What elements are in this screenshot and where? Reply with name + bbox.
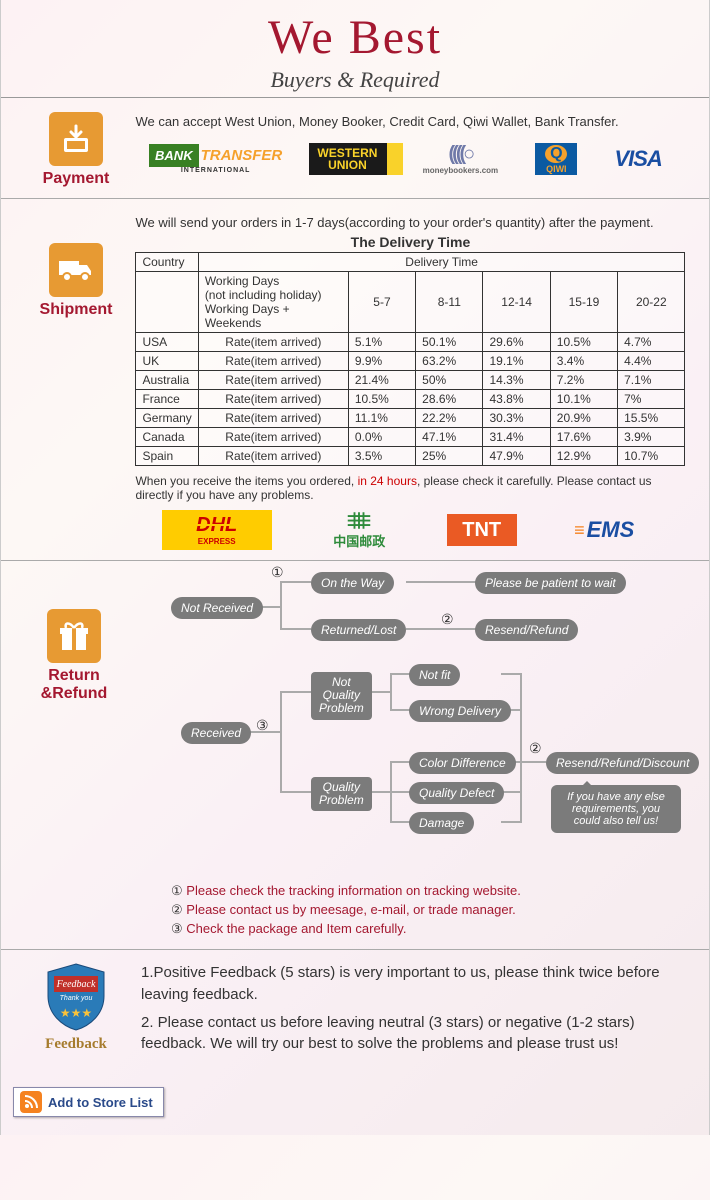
node-resend-discount: Resend/Refund/Discount: [546, 752, 699, 774]
payment-icon-block: Payment: [21, 104, 131, 188]
return-flow-diagram: Not Received ① On the Way Returned/Lost …: [151, 567, 710, 877]
circled-2b: ②: [529, 740, 542, 757]
shield-icon: Feedback Thank you ★★★: [44, 962, 108, 1032]
qiwi-logo: Q QIWI: [535, 143, 577, 175]
note-2: ② Please contact us by meesage, e-mail, …: [171, 902, 669, 918]
add-to-store-list-button[interactable]: Add to Store List: [13, 1087, 164, 1117]
svg-text:★★★: ★★★: [60, 1006, 92, 1020]
node-not-fit: Not fit: [409, 664, 460, 686]
table-row: Working Days (not including holiday) Wor…: [136, 272, 685, 333]
gift-icon: [47, 609, 101, 663]
delivery-table-title: The Delivery Time: [135, 234, 685, 250]
node-damage: Damage: [409, 812, 474, 834]
return-icon-block: Return &Refund: [19, 601, 129, 703]
header-subtitle: Buyers & Required: [1, 67, 709, 93]
dhl-logo: DHL EXPRESS: [162, 510, 272, 550]
table-row: CanadaRate(item arrived)0.0%47.1%31.4%17…: [136, 428, 685, 447]
bank-transfer-logo: BANK TRANSFER INTERNATIONAL: [149, 143, 282, 175]
node-received: Received: [181, 722, 251, 744]
node-not-quality: Not Quality Problem: [311, 672, 372, 720]
circled-1: ①: [271, 564, 284, 581]
payment-section: Payment We can accept West Union, Money …: [1, 98, 709, 199]
node-quality-defect: Quality Defect: [409, 782, 504, 804]
western-union-logo: WESTERN UNION: [309, 143, 385, 175]
ems-logo: ≡EMS: [549, 510, 659, 550]
payment-logos-row: BANK TRANSFER INTERNATIONAL WESTERN UNIO…: [135, 143, 685, 175]
return-label: Return &Refund: [19, 667, 129, 703]
feedback-line-2: 2. Please contact us before leaving neut…: [141, 1012, 689, 1056]
node-resend-refund: Resend/Refund: [475, 619, 578, 641]
shipment-post-text: When you receive the items you ordered, …: [135, 474, 685, 502]
node-color-diff: Color Difference: [409, 752, 516, 774]
shipment-intro: We will send your orders in 1-7 days(acc…: [135, 215, 685, 230]
table-row: FranceRate(item arrived)10.5%28.6%43.8%1…: [136, 390, 685, 409]
china-post-logo: 中国邮政: [304, 510, 414, 550]
note-1: ① Please check the tracking information …: [171, 883, 669, 899]
node-wrong-delivery: Wrong Delivery: [409, 700, 511, 722]
node-on-way: On the Way: [311, 572, 394, 594]
header-title: We Best: [1, 10, 709, 65]
payment-text: We can accept West Union, Money Booker, …: [135, 114, 685, 129]
truck-icon: [49, 243, 103, 297]
payment-icon: [49, 112, 103, 166]
store-button-label: Add to Store List: [48, 1095, 153, 1110]
svg-text:Feedback: Feedback: [56, 979, 96, 990]
note-3: ③ Check the package and Item carefully.: [171, 921, 669, 937]
shipment-body: We will send your orders in 1-7 days(acc…: [135, 205, 685, 550]
circled-3: ③: [256, 717, 269, 734]
circled-2a: ②: [441, 611, 454, 628]
svg-text:Thank you: Thank you: [60, 995, 93, 1002]
feedback-text: 1.Positive Feedback (5 stars) is very im…: [131, 962, 689, 1055]
return-refund-section: Return &Refund: [1, 561, 709, 950]
node-patient: Please be patient to wait: [475, 572, 626, 594]
courier-logos-row: DHL EXPRESS 中国邮政 TNT ≡EMS: [135, 510, 685, 550]
table-row: Country Delivery Time: [136, 253, 685, 272]
delivery-table: Country Delivery Time Working Days (not …: [135, 252, 685, 466]
rss-icon: [20, 1091, 42, 1113]
shipment-icon-block: Shipment: [21, 235, 131, 319]
table-row: UKRate(item arrived)9.9%63.2%19.1%3.4%4.…: [136, 352, 685, 371]
table-row: USARate(item arrived)5.1%50.1%29.6%10.5%…: [136, 333, 685, 352]
feedback-section: Feedback Thank you ★★★ Feedback 1.Positi…: [1, 950, 709, 1079]
feedback-line-1: 1.Positive Feedback (5 stars) is very im…: [141, 962, 689, 1006]
tnt-logo: TNT: [447, 514, 517, 546]
shipment-label: Shipment: [21, 301, 131, 319]
feedback-icon-block: Feedback Thank you ★★★ Feedback: [21, 962, 131, 1053]
store-list-area: Add to Store List: [1, 1079, 709, 1135]
table-row: GermanyRate(item arrived)11.1%22.2%30.3%…: [136, 409, 685, 428]
node-else-req: If you have any else requirements, you c…: [551, 785, 681, 833]
return-notes: ① Please check the tracking information …: [171, 883, 669, 937]
payment-label: Payment: [21, 170, 131, 188]
feedback-label: Feedback: [21, 1036, 131, 1053]
moneybookers-logo: ((((○ moneybookers.com: [413, 143, 509, 175]
visa-logo: VISA: [604, 143, 671, 175]
node-not-received: Not Received: [171, 597, 263, 619]
node-returned-lost: Returned/Lost: [311, 619, 406, 641]
shipment-section: Shipment We will send your orders in 1-7…: [1, 199, 709, 561]
node-quality-problem: Quality Problem: [311, 777, 372, 811]
payment-body: We can accept West Union, Money Booker, …: [135, 104, 685, 179]
page-header: We Best Buyers & Required: [1, 0, 709, 98]
table-row: AustraliaRate(item arrived)21.4%50%14.3%…: [136, 371, 685, 390]
table-row: SpainRate(item arrived)3.5%25%47.9%12.9%…: [136, 447, 685, 466]
